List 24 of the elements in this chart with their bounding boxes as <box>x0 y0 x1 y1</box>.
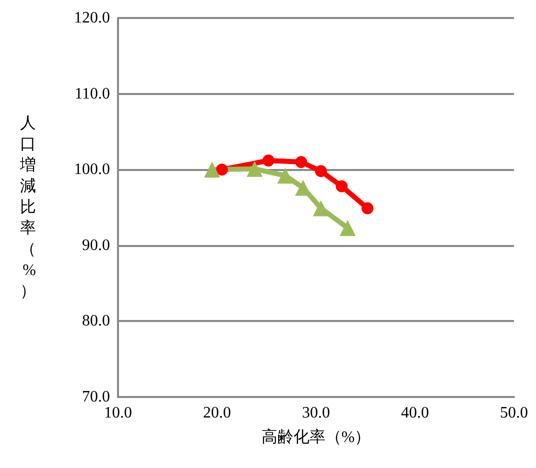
x-axis-title: 高齢化率（%） <box>261 428 371 446</box>
x-tick-label: 30.0 <box>302 404 330 422</box>
y-tick-label: 90.0 <box>82 236 110 254</box>
y-tick-label: 100.0 <box>74 161 110 178</box>
point <box>336 180 348 192</box>
point <box>216 164 228 176</box>
point <box>246 160 263 177</box>
point <box>262 154 274 166</box>
y-tick-label: 120.0 <box>74 10 110 26</box>
point <box>314 165 327 178</box>
y-tick-label: 110.0 <box>74 85 110 102</box>
point <box>312 200 329 216</box>
point <box>295 156 308 168</box>
x-tick-label: 20.0 <box>203 404 231 422</box>
point <box>277 168 294 184</box>
x-tick-label: 10.0 <box>104 404 132 422</box>
text: 人口増減比率（%） <box>20 115 36 300</box>
point <box>361 202 374 214</box>
point <box>340 220 356 236</box>
y-tick-label: 70.0 <box>82 388 110 406</box>
y-tick-label: 80.0 <box>82 312 110 330</box>
x-tick-label: 40.0 <box>401 404 429 422</box>
x-tick-label: 50.0 <box>500 404 528 422</box>
point <box>204 162 220 178</box>
